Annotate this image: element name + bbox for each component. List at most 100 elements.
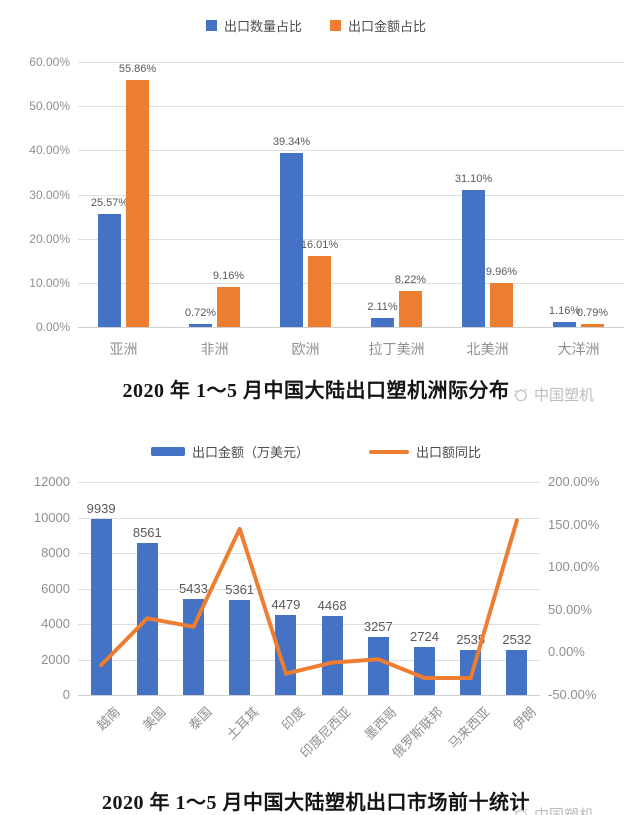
- x-category-label: 欧洲: [291, 341, 320, 357]
- blue-bar-swatch-icon: [150, 447, 185, 456]
- bar: [506, 650, 528, 695]
- gridline: [78, 62, 624, 63]
- y-axis-left-tick-label: 8000: [41, 545, 70, 560]
- bar: [217, 286, 240, 327]
- x-category-label: 北美洲: [466, 341, 509, 357]
- x-category-label: 泰国: [186, 704, 216, 734]
- y-axis-left-tick-label: 12000: [33, 474, 70, 489]
- bar-value-label: 4468: [317, 597, 347, 613]
- brand-watermark: 中国塑机: [512, 384, 594, 405]
- y-axis-left-tick-label: 4000: [41, 616, 70, 631]
- y-axis-tick-label: 50.00%: [29, 99, 70, 114]
- x-category-label: 印度: [278, 704, 308, 734]
- x-category-label: 土耳其: [223, 704, 262, 743]
- bar: [460, 650, 482, 695]
- bar-value-label: 8561: [132, 525, 162, 541]
- legend-item-export-amount: 出口金额（万美元）: [150, 442, 309, 461]
- gridline: [78, 106, 624, 108]
- y-axis-tick-label: 0.00%: [35, 320, 70, 334]
- bar: [462, 189, 485, 327]
- y-axis-right-tick-label: -50.00%: [548, 687, 597, 702]
- gridline: [78, 517, 540, 519]
- x-category-label: 越南: [93, 704, 123, 734]
- y-axis-right-tick-label: 100.00%: [548, 559, 600, 575]
- x-category-label: 拉丁美洲: [368, 341, 425, 357]
- bar: [275, 615, 297, 695]
- bar: [126, 80, 149, 327]
- legend-item-quantity-share: 出口数量占比: [205, 16, 302, 35]
- gridline: [78, 482, 540, 483]
- x-category-label: 墨西哥: [361, 704, 401, 743]
- legend-label: 出口数量占比: [223, 19, 302, 34]
- y-axis-tick-label: 60.00%: [29, 55, 70, 69]
- gridline: [78, 238, 624, 240]
- globe-icon: [514, 808, 528, 815]
- x-category-label: 马来西亚: [445, 704, 493, 752]
- bar-value-label: 16.01%: [300, 239, 339, 252]
- bar: [581, 323, 604, 327]
- chart2-title: 2020 年 1～5 月中国大陆塑机出口市场前十统计: [102, 792, 530, 814]
- legend-item-value-share: 出口金额占比: [330, 16, 426, 35]
- bar-value-label: 4479: [271, 597, 301, 613]
- bar-value-label: 5433: [179, 580, 208, 596]
- bar-value-label: 55.86%: [118, 63, 157, 76]
- legend-label: 出口金额（万美元）: [191, 445, 309, 460]
- blue-square-swatch-icon: [205, 20, 217, 31]
- legend-label: 出口额同比: [416, 445, 482, 460]
- gridline: [78, 327, 624, 328]
- bar-value-label: 3257: [363, 619, 393, 635]
- chart1-title: 2020 年 1～5 月中国大陆出口塑机洲际分布: [122, 380, 510, 402]
- y-axis-right-tick-label: 0.00%: [548, 644, 585, 660]
- bar: [414, 646, 435, 695]
- yoy-line-path: [99, 518, 519, 680]
- bar: [183, 598, 204, 695]
- bar-value-label: 31.10%: [454, 172, 493, 185]
- y-axis-tick-label: 30.00%: [29, 187, 70, 202]
- bar-value-label: 1.16%: [548, 304, 581, 317]
- bar-value-label: 8.22%: [394, 273, 427, 286]
- bar: [490, 283, 513, 327]
- brand-watermark-text: 中国塑机: [534, 804, 594, 815]
- bar: [321, 615, 343, 695]
- x-category-label: 亚洲: [109, 341, 138, 357]
- legend-item-yoy: 出口额同比: [369, 442, 481, 461]
- y-axis-left-tick-label: 2000: [41, 651, 70, 667]
- x-category-label: 非洲: [200, 341, 229, 357]
- gridline: [78, 150, 624, 152]
- y-axis-tick-label: 20.00%: [29, 231, 70, 246]
- x-category-label: 伊朗: [509, 704, 539, 734]
- bar-value-label: 25.57%: [90, 197, 129, 210]
- y-axis-left-tick-label: 10000: [33, 509, 70, 525]
- brand-watermark-bottom: 中国塑机: [512, 804, 594, 815]
- brand-watermark-text: 中国塑机: [534, 387, 595, 404]
- x-category-label: 美国: [140, 704, 170, 734]
- bar-value-label: 9939: [86, 500, 116, 516]
- bar: [367, 637, 389, 695]
- bar-value-label: 2535: [456, 632, 486, 647]
- legend-label: 出口金额占比: [348, 19, 427, 34]
- chart1-legend: 出口数量占比 出口金额占比: [0, 16, 632, 35]
- bar: [229, 599, 251, 695]
- y-axis-tick-label: 10.00%: [29, 275, 70, 290]
- bar-value-label: 0.72%: [184, 306, 217, 319]
- y-axis-right-tick-label: 50.00%: [548, 601, 593, 617]
- orange-square-swatch-icon: [330, 20, 341, 31]
- gridline: [78, 194, 624, 196]
- bar-value-label: 2724: [410, 628, 439, 644]
- bar: [189, 323, 212, 327]
- bar-value-label: 9.16%: [212, 269, 245, 282]
- y-axis-tick-label: 40.00%: [29, 143, 70, 158]
- bar: [280, 153, 303, 327]
- bar: [98, 214, 121, 327]
- y-axis-right-tick-label: 200.00%: [548, 474, 600, 489]
- y-axis-left-tick-label: 6000: [41, 580, 70, 596]
- bar-value-label: 2.11%: [367, 300, 398, 313]
- bar: [399, 290, 422, 327]
- bar-value-label: 9.96%: [485, 266, 518, 278]
- bar: [371, 317, 394, 327]
- gridline: [78, 282, 624, 284]
- bar-value-label: 5361: [225, 581, 255, 597]
- gridline: [78, 695, 540, 696]
- y-axis-right-tick-label: 150.00%: [548, 516, 600, 532]
